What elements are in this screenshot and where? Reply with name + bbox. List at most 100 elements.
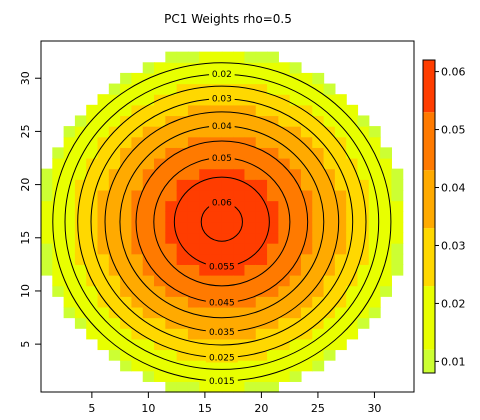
heatmap-cell (300, 158, 313, 170)
heatmap-cell (187, 328, 200, 340)
heatmap-cell (300, 285, 313, 297)
heatmap-cell (289, 338, 302, 351)
heatmap-cell (357, 179, 370, 191)
heatmap-cell (120, 211, 133, 223)
chart-title: PC1 Weights rho=0.5 (164, 12, 292, 26)
x-tick-label: 20 (254, 402, 268, 415)
heatmap-cell (154, 328, 166, 340)
heatmap-cell (323, 349, 336, 361)
heatmap-cell (221, 317, 234, 329)
heatmap-cell (63, 296, 76, 308)
heatmap-cell (312, 189, 325, 202)
heatmap-cell (267, 211, 279, 223)
heatmap-cell (312, 126, 325, 138)
heatmap-cell (176, 381, 189, 393)
heatmap-cell (244, 360, 257, 372)
heatmap-cell (108, 253, 121, 265)
heatmap-cell (199, 349, 212, 361)
heatmap-cell (267, 285, 279, 297)
heatmap-cell (63, 189, 76, 202)
heatmap-cell (210, 232, 223, 244)
heatmap-cell (86, 179, 99, 191)
heatmap-cell (154, 62, 166, 74)
heatmap-cell (368, 200, 381, 212)
heatmap-cell (334, 243, 347, 255)
heatmap-cell (244, 370, 257, 382)
heatmap-cell (108, 200, 121, 212)
heatmap-cell (233, 296, 246, 308)
heatmap-cell (346, 328, 359, 340)
heatmap-cell (267, 317, 279, 329)
heatmap-cell (278, 275, 291, 287)
heatmap-cell (199, 253, 212, 265)
heatmap-cell (74, 306, 87, 319)
heatmap-cell (74, 158, 87, 170)
heatmap-cell (233, 126, 246, 138)
heatmap-cell (346, 136, 359, 148)
contour-label: 0.06 (212, 198, 232, 208)
heatmap-cell (154, 179, 166, 191)
contour-label: 0.045 (209, 299, 235, 309)
heatmap-cell (120, 232, 133, 244)
heatmap-cell (346, 179, 359, 191)
heatmap-cell (142, 243, 155, 255)
heatmap-cell (187, 253, 200, 265)
heatmap-cell (142, 136, 155, 148)
heatmap-cell (176, 200, 189, 212)
heatmap-cell (154, 349, 166, 361)
heatmap-cell (289, 147, 302, 159)
y-tick-label: 30 (19, 71, 32, 85)
heatmap-cell (323, 275, 336, 287)
heatmap-cell (108, 158, 121, 170)
heatmap-cell (244, 200, 257, 212)
heatmap-cell (154, 72, 166, 85)
heatmap-cell (154, 158, 166, 170)
heatmap-cell (380, 232, 392, 244)
heatmap-cell (255, 285, 268, 297)
heatmap-cell (312, 253, 325, 265)
heatmap-cell (187, 338, 200, 351)
heatmap-cell (233, 147, 246, 159)
heatmap-cell (221, 221, 234, 234)
x-tick-label: 15 (198, 402, 212, 415)
heatmap-cell (323, 253, 336, 265)
heatmap-cell (312, 243, 325, 255)
heatmap-cell (221, 104, 234, 117)
heatmap-cell (312, 94, 325, 106)
heatmap-cell (108, 243, 121, 255)
heatmap-cell (165, 243, 178, 255)
heatmap-cell (187, 72, 200, 85)
heatmap-cell (165, 168, 178, 180)
heatmap-cell (267, 94, 279, 106)
heatmap-cell (131, 275, 144, 287)
contour-label-bg (205, 375, 238, 386)
contour-label-bg (209, 152, 235, 163)
y-tick-label: 20 (19, 178, 32, 192)
heatmap-cell (368, 264, 381, 276)
heatmap-cell (357, 221, 370, 234)
heatmap-cell (131, 264, 144, 276)
heatmap-cell (165, 94, 178, 106)
heatmap-cell (300, 126, 313, 138)
heatmap-cell (63, 158, 76, 170)
heatmap-cell (97, 243, 110, 255)
heatmap-cell (278, 328, 291, 340)
heatmap-cell (131, 168, 144, 180)
heatmap-cell (52, 253, 65, 265)
heatmap-cell (74, 200, 87, 212)
heatmap-cell (244, 115, 257, 127)
contour-label: 0.04 (212, 122, 232, 132)
contour-label: 0.055 (209, 263, 235, 273)
heatmap-cell (267, 83, 279, 95)
heatmap-cell (154, 275, 166, 287)
heatmap-cell (312, 104, 325, 117)
heatmap-cell (199, 62, 212, 74)
heatmap-cell (357, 147, 370, 159)
heatmap-cell (131, 253, 144, 265)
heatmap-cell (154, 306, 166, 319)
heatmap-cell (368, 168, 381, 180)
heatmap-cell (357, 158, 370, 170)
heatmap-cell (97, 221, 110, 234)
heatmap-cell (244, 243, 257, 255)
heatmap-cell (244, 126, 257, 138)
